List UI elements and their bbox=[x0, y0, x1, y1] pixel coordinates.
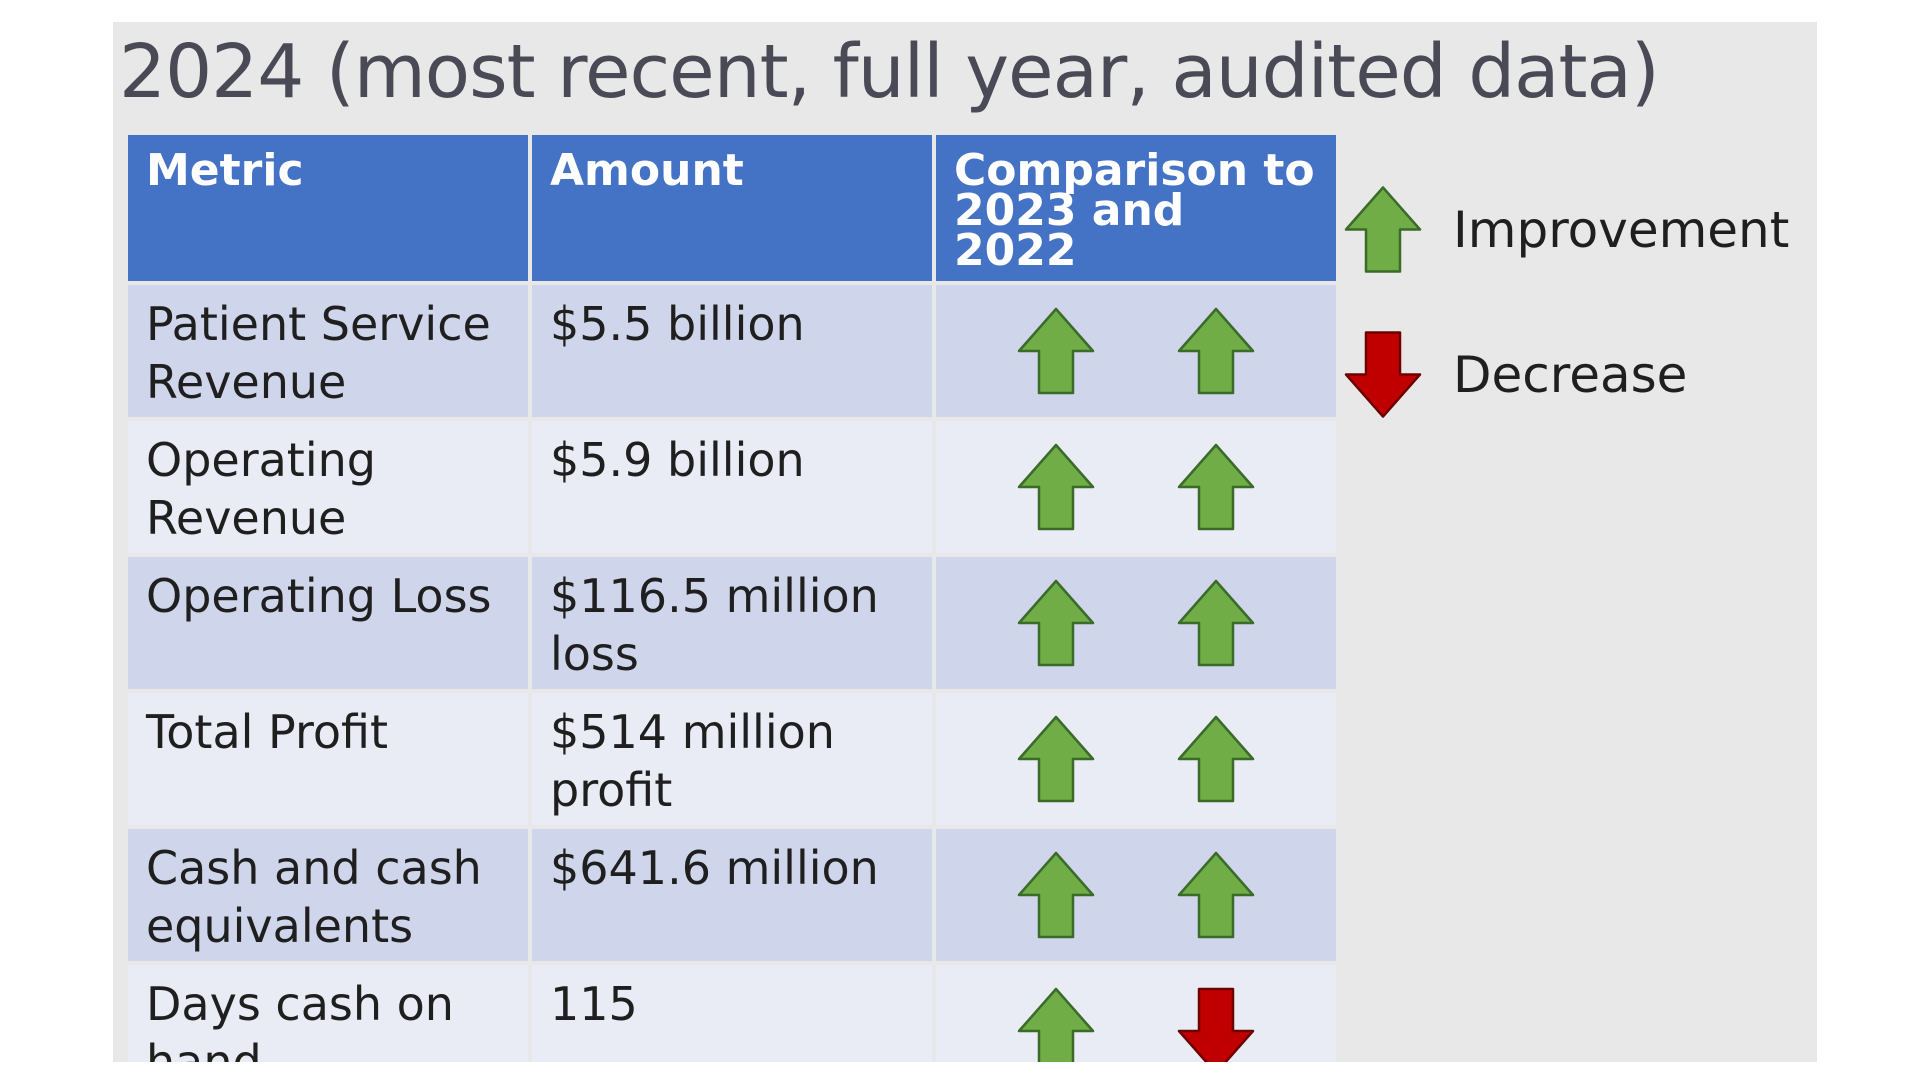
metrics-table: Metric Amount Comparison to 2023 and 202… bbox=[124, 131, 1340, 1062]
table-header-row: Metric Amount Comparison to 2023 and 202… bbox=[128, 135, 1336, 281]
legend-improvement-label: Improvement bbox=[1453, 200, 1790, 259]
red-down-arrow-icon bbox=[1344, 331, 1422, 418]
comparison-cell bbox=[936, 693, 1336, 825]
legend-decrease-label: Decrease bbox=[1453, 345, 1688, 404]
comparison-cell bbox=[936, 965, 1336, 1062]
amount-cell: 115 bbox=[532, 965, 932, 1062]
metric-cell: Patient Service Revenue bbox=[128, 285, 528, 417]
header-amount: Amount bbox=[532, 135, 932, 281]
comparison-cell bbox=[936, 829, 1336, 961]
green-up-arrow-icon bbox=[1177, 715, 1255, 803]
green-up-arrow-icon bbox=[1344, 186, 1422, 273]
amount-cell: $514 million profit bbox=[532, 693, 932, 825]
green-up-arrow-icon bbox=[1177, 443, 1255, 531]
amount-cell: $641.6 million bbox=[532, 829, 932, 961]
slide: 2024 (most recent, full year, audited da… bbox=[113, 22, 1817, 1062]
table-row: Days cash on hand 115 bbox=[128, 965, 1336, 1062]
green-up-arrow-icon bbox=[1177, 307, 1255, 395]
comparison-cell bbox=[936, 285, 1336, 417]
metric-cell: Cash and cash equivalents bbox=[128, 829, 528, 961]
legend-decrease: Decrease bbox=[1343, 327, 1687, 422]
metric-cell: Operating Loss bbox=[128, 557, 528, 689]
header-metric: Metric bbox=[128, 135, 528, 281]
slide-title: 2024 (most recent, full year, audited da… bbox=[119, 29, 1660, 115]
amount-cell: $5.9 billion bbox=[532, 421, 932, 553]
green-up-arrow-icon bbox=[1017, 987, 1095, 1062]
comparison-cell bbox=[936, 557, 1336, 689]
metric-cell: Operating Revenue bbox=[128, 421, 528, 553]
table-row: Cash and cash equivalents $641.6 million bbox=[128, 829, 1336, 961]
comparison-cell bbox=[936, 421, 1336, 553]
green-up-arrow-icon bbox=[1017, 579, 1095, 667]
metric-cell: Days cash on hand bbox=[128, 965, 528, 1062]
green-up-arrow-icon bbox=[1177, 579, 1255, 667]
metric-cell: Total Profit bbox=[128, 693, 528, 825]
green-up-arrow-icon bbox=[1017, 307, 1095, 395]
green-up-arrow-icon bbox=[1177, 851, 1255, 939]
amount-cell: $5.5 billion bbox=[532, 285, 932, 417]
legend-improvement: Improvement bbox=[1343, 182, 1789, 277]
table-row: Total Profit $514 million profit bbox=[128, 693, 1336, 825]
green-up-arrow-icon bbox=[1017, 715, 1095, 803]
green-up-arrow-icon bbox=[1017, 851, 1095, 939]
header-comparison: Comparison to 2023 and 2022 bbox=[936, 135, 1336, 281]
table-row: Operating Revenue $5.9 billion bbox=[128, 421, 1336, 553]
amount-cell: $116.5 million loss bbox=[532, 557, 932, 689]
table-row: Patient Service Revenue $5.5 billion bbox=[128, 285, 1336, 417]
table-row: Operating Loss $116.5 million loss bbox=[128, 557, 1336, 689]
green-up-arrow-icon bbox=[1017, 443, 1095, 531]
red-down-arrow-icon bbox=[1177, 987, 1255, 1062]
